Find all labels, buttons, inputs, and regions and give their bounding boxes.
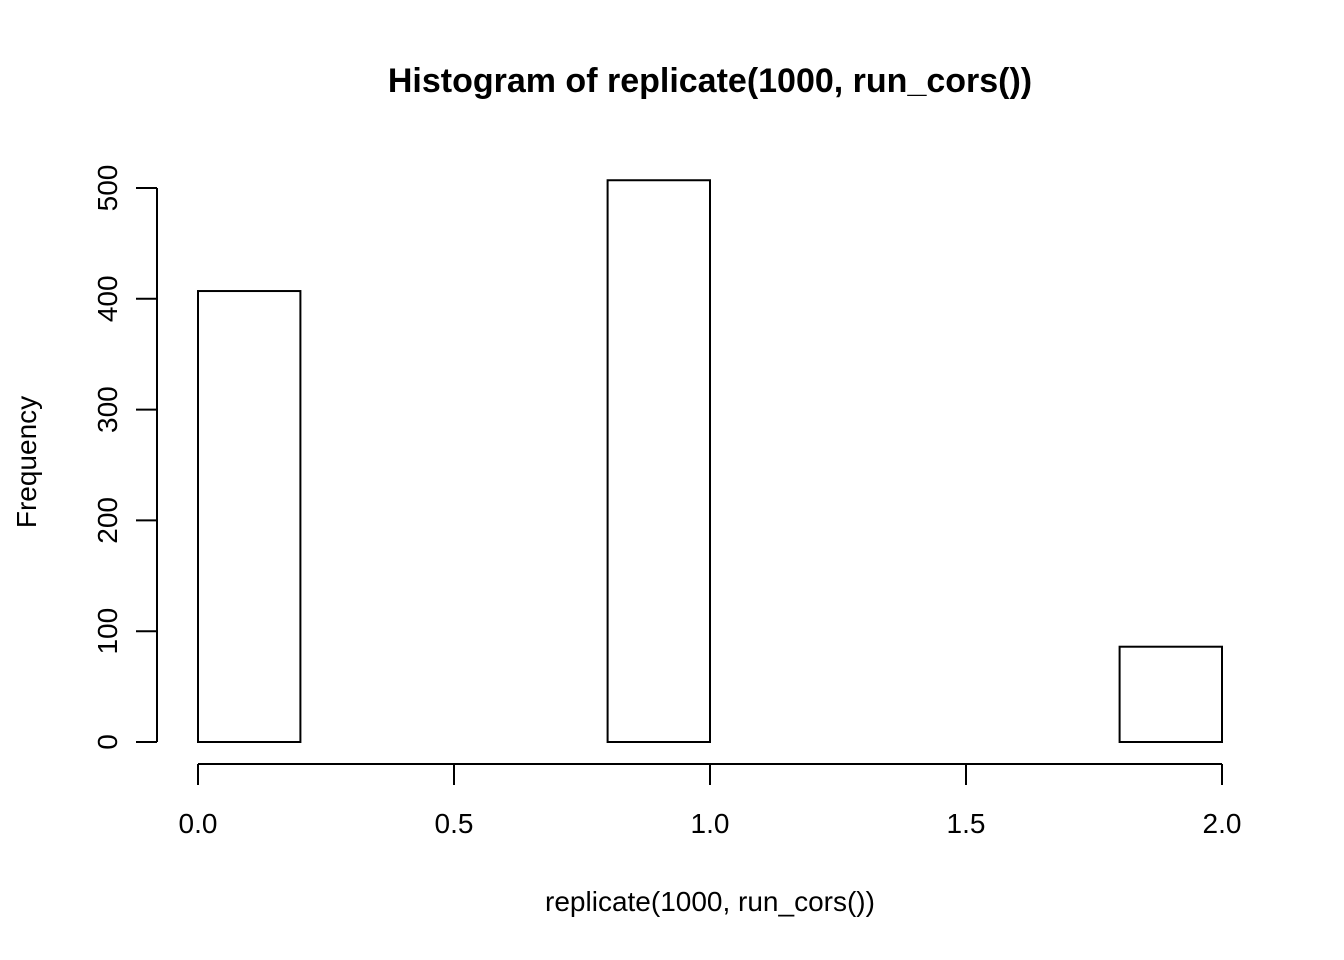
y-tick-label-0: 0 bbox=[92, 734, 123, 750]
y-tick-label-2: 200 bbox=[92, 497, 123, 544]
x-tick-label-3: 1.5 bbox=[947, 808, 986, 839]
histogram-bar-0 bbox=[197, 290, 302, 743]
histogram-bar-4 bbox=[606, 179, 711, 743]
histogram-bar-9 bbox=[1118, 645, 1223, 743]
y-tick-label-3: 300 bbox=[92, 386, 123, 433]
y-tick-label-5: 500 bbox=[92, 165, 123, 212]
y-tick-label-1: 100 bbox=[92, 608, 123, 655]
y-axis-label: Frequency bbox=[11, 396, 42, 528]
x-axis-label: replicate(1000, run_cors()) bbox=[545, 886, 875, 917]
x-tick-label-4: 2.0 bbox=[1203, 808, 1242, 839]
y-tick-label-4: 400 bbox=[92, 275, 123, 322]
chart-title: Histogram of replicate(1000, run_cors()) bbox=[388, 62, 1032, 100]
x-tick-label-1: 0.5 bbox=[435, 808, 474, 839]
x-tick-label-2: 1.0 bbox=[691, 808, 730, 839]
x-axis: 0.0 0.5 1.0 1.5 2.0 bbox=[179, 763, 1242, 839]
x-tick-label-0: 0.0 bbox=[179, 808, 218, 839]
y-axis: 0 100 200 300 400 500 bbox=[92, 165, 158, 750]
histogram-bars bbox=[197, 179, 1223, 743]
